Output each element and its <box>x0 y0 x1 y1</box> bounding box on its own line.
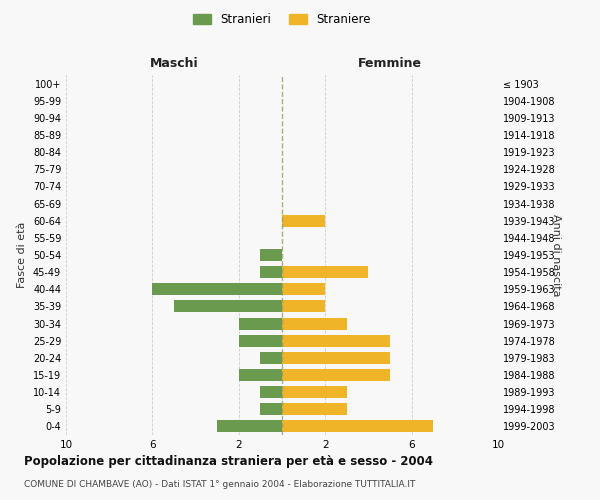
Bar <box>217 420 282 432</box>
Y-axis label: Anni di nascita: Anni di nascita <box>551 214 561 296</box>
Bar <box>260 266 282 278</box>
Bar <box>282 420 433 432</box>
Bar <box>282 266 368 278</box>
Bar <box>260 352 282 364</box>
Y-axis label: Fasce di età: Fasce di età <box>17 222 27 288</box>
Bar <box>260 404 282 415</box>
Bar <box>282 369 390 381</box>
Text: Femmine: Femmine <box>358 57 422 70</box>
Bar <box>174 300 282 312</box>
Bar <box>282 386 347 398</box>
Text: COMUNE DI CHAMBAVE (AO) - Dati ISTAT 1° gennaio 2004 - Elaborazione TUTTITALIA.I: COMUNE DI CHAMBAVE (AO) - Dati ISTAT 1° … <box>24 480 415 489</box>
Bar <box>260 249 282 261</box>
Bar <box>239 318 282 330</box>
Bar <box>239 369 282 381</box>
Bar <box>282 214 325 226</box>
Bar <box>282 352 390 364</box>
Legend: Stranieri, Straniere: Stranieri, Straniere <box>188 8 376 31</box>
Bar <box>282 284 325 296</box>
Bar <box>282 334 390 346</box>
Bar <box>282 318 347 330</box>
Bar <box>239 334 282 346</box>
Bar <box>260 386 282 398</box>
Bar <box>152 284 282 296</box>
Bar <box>282 404 347 415</box>
Text: Maschi: Maschi <box>149 57 199 70</box>
Text: Popolazione per cittadinanza straniera per età e sesso - 2004: Popolazione per cittadinanza straniera p… <box>24 455 433 468</box>
Bar <box>282 300 325 312</box>
